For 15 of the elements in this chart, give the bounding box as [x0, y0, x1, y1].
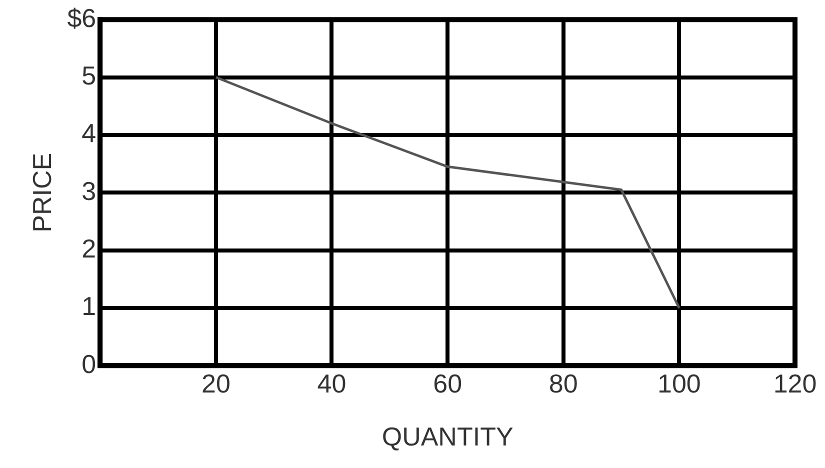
y-tick-label: 2 — [82, 233, 96, 264]
x-axis-title: QUANTITY — [382, 422, 514, 452]
x-tick-label: 100 — [657, 368, 701, 398]
y-axis-title: PRICE — [26, 152, 57, 232]
y-tick-label: $6 — [67, 2, 96, 33]
x-tick-label: 40 — [317, 368, 346, 398]
x-tick-label: 120 — [773, 368, 817, 398]
x-tick-label: 20 — [201, 368, 230, 398]
y-tick-label: 3 — [82, 176, 96, 206]
x-tick-label: 60 — [433, 368, 462, 398]
y-tick-label: 5 — [82, 60, 96, 90]
x-tick-label: 80 — [548, 368, 578, 398]
y-tick-label: 0 — [82, 348, 96, 379]
y-tick-label: 4 — [82, 118, 96, 148]
y-tick-label: 1 — [82, 291, 96, 322]
